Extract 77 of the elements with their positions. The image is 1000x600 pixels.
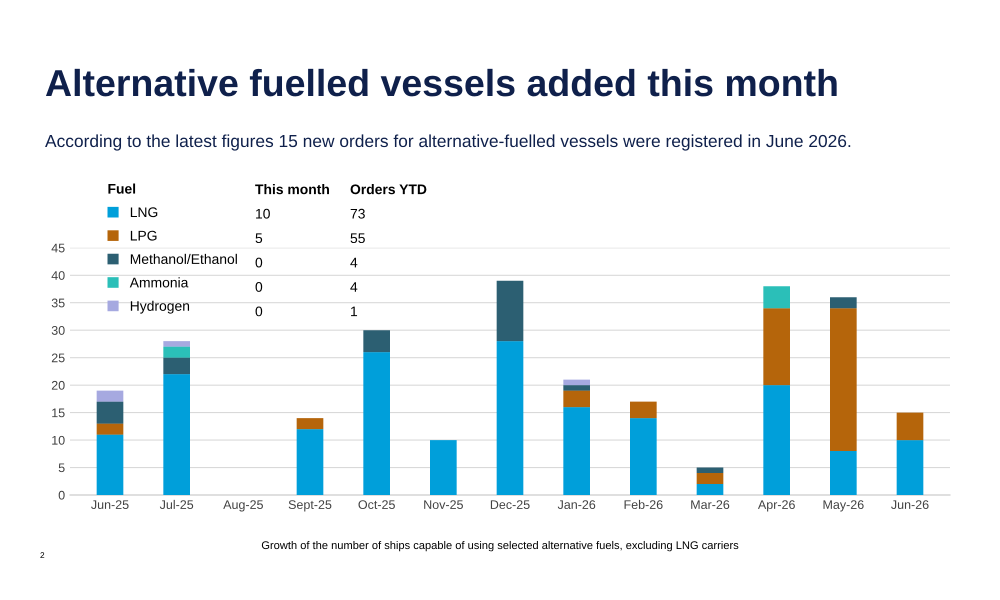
legend-label: LPG (130, 230, 156, 241)
x-tick-label: Apr-26 (758, 500, 795, 512)
y-tick-label: 40 (52, 271, 65, 280)
x-tick-label: Jun-25 (91, 500, 129, 510)
y-tick-label: 5 (58, 463, 65, 472)
bar (896, 412, 924, 440)
bar (630, 418, 657, 495)
bar (896, 440, 924, 495)
chart-title: Alternative fuelled vessels added this month (46, 68, 837, 96)
x-tick-label: Mar-26 (691, 500, 730, 510)
chart-subtitle: According to the latest figures 15 new orders for alternative-fuelled vessels were registered in June 2026. (45, 134, 850, 151)
x-tick-label: Jul-25 (160, 500, 194, 510)
bar (763, 308, 790, 386)
annotation: 0 (256, 306, 262, 316)
bar (763, 385, 790, 495)
bar (96, 424, 124, 435)
x-tick-label: Nov-25 (424, 500, 463, 510)
bar (563, 407, 590, 495)
y-tick-label: 15 (52, 408, 65, 418)
text: 73 (350, 208, 365, 219)
annotation: 4 (350, 282, 358, 292)
text: This month (255, 184, 329, 194)
bar (696, 484, 724, 495)
legend-label: Hydrogen (130, 300, 190, 314)
x-tick-label: Aug-25 (223, 500, 263, 512)
y-tick-label: 25 (52, 353, 65, 362)
annotation: 0 (256, 282, 262, 292)
text: 5 (256, 233, 262, 244)
legend-label: LNG (130, 207, 158, 218)
y-tick-label: 20 (52, 380, 65, 390)
annotation: 1 (351, 306, 358, 316)
x-tick-label: Sept-25 (288, 500, 332, 512)
bar (563, 380, 590, 386)
text: Growth of the number of ships capable of using selected alternative fuels, excluding LNG carriers (262, 540, 738, 552)
bar (163, 346, 190, 358)
bar (163, 341, 190, 347)
y-tick-label: 10 (52, 436, 65, 445)
annotation: 0 (256, 258, 262, 268)
legend-label: Ammonia (130, 277, 188, 288)
bar (296, 418, 324, 430)
legend-title: Fuel (108, 184, 136, 194)
bar (363, 352, 390, 495)
x-tick-label: Dec-25 (490, 500, 530, 510)
bar (163, 374, 190, 495)
bar (96, 434, 124, 495)
bar (363, 330, 390, 352)
bar (96, 402, 124, 424)
bar (630, 402, 657, 418)
bar (696, 473, 724, 484)
bar (763, 286, 790, 308)
x-tick-label: May-26 (824, 500, 864, 512)
y-tick-label: 0 (58, 490, 65, 500)
x-tick-label: Oct-25 (358, 500, 395, 510)
text: 2 (40, 552, 44, 558)
bar (696, 468, 724, 474)
bar (830, 297, 857, 308)
bar (563, 385, 590, 391)
bar (496, 341, 524, 495)
bar (96, 390, 124, 402)
x-tick-label: Jan-26 (558, 500, 596, 510)
bar (830, 451, 857, 495)
bar (430, 440, 457, 495)
y-tick-label: 45 (52, 244, 65, 252)
y-tick-label: 30 (52, 326, 65, 335)
text: 10 (256, 208, 270, 219)
y-tick-label: 35 (52, 298, 65, 308)
x-tick-label: Jun-26 (891, 500, 929, 510)
bar (163, 358, 190, 374)
bar (296, 429, 324, 495)
text: 55 (350, 233, 365, 244)
legend-label: Methanol/Ethanol (130, 254, 237, 264)
annotation: 4 (350, 258, 358, 268)
bar (563, 390, 590, 408)
bar (496, 280, 524, 342)
text: Orders YTD (350, 184, 426, 194)
bar (830, 308, 857, 452)
x-tick-label: Feb-26 (624, 500, 663, 510)
